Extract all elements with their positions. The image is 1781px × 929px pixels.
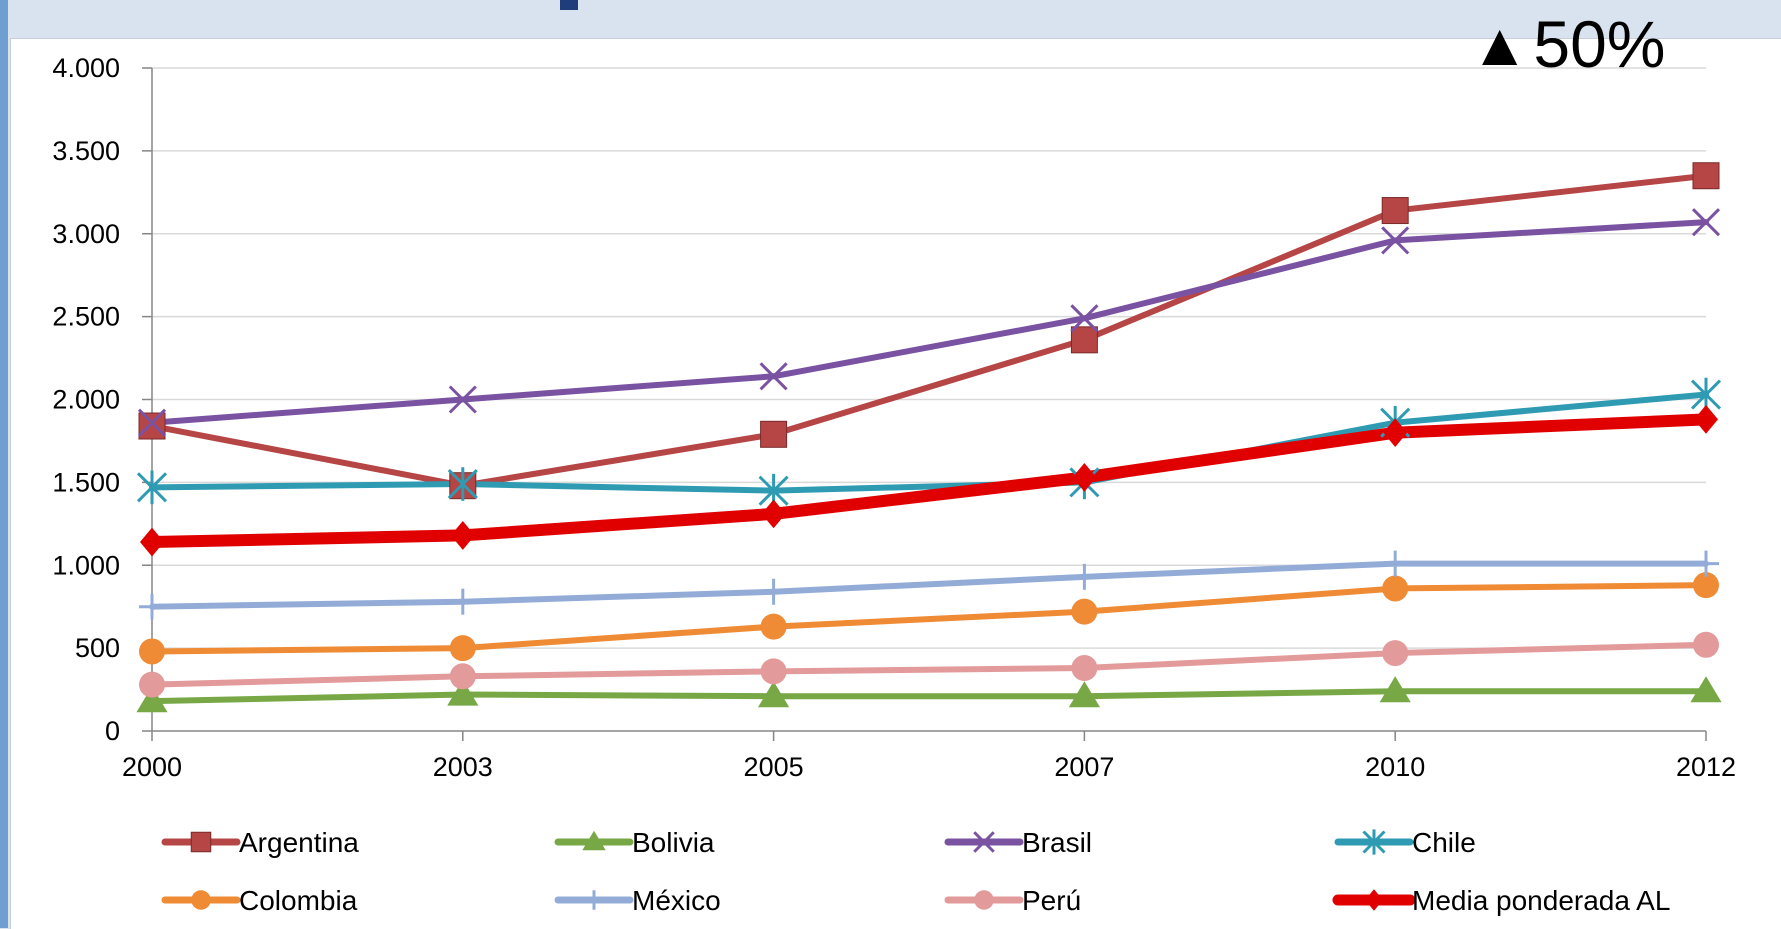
marker-diamond bbox=[762, 499, 786, 528]
legend-item: Colombia bbox=[165, 885, 358, 916]
marker-plus bbox=[1693, 551, 1719, 577]
series-line bbox=[152, 691, 1706, 701]
legend: Argentina Bolivia Brasil Chile Colombia Méxic… bbox=[165, 827, 1670, 916]
x-tick-label: 2010 bbox=[1365, 752, 1425, 782]
marker-diamond bbox=[451, 521, 475, 550]
y-tick-label: 3.500 bbox=[52, 136, 120, 166]
legend-label: Perú bbox=[1022, 885, 1081, 916]
legend-label: Chile bbox=[1412, 827, 1476, 858]
marker-circle bbox=[450, 635, 476, 661]
marker-circle bbox=[139, 638, 165, 664]
legend-label: Colombia bbox=[239, 885, 358, 916]
y-tick-label: 0 bbox=[105, 716, 120, 746]
legend-label: Bolivia bbox=[632, 827, 715, 858]
x-tick-label: 2000 bbox=[122, 752, 182, 782]
legend-item: México bbox=[558, 885, 721, 916]
series-line bbox=[152, 222, 1706, 423]
series-line bbox=[152, 419, 1706, 542]
marker-circle bbox=[1693, 632, 1719, 658]
legend-item: Bolivia bbox=[558, 827, 715, 858]
legend-label: Brasil bbox=[1022, 827, 1092, 858]
marker-square bbox=[1071, 327, 1097, 353]
marker-square bbox=[139, 413, 165, 439]
y-tick-label: 1.500 bbox=[52, 467, 120, 497]
growth-annotation: ▲ 50% bbox=[1470, 4, 1666, 84]
series-line bbox=[152, 395, 1706, 491]
marker-plus bbox=[139, 594, 165, 620]
marker-plus bbox=[1382, 551, 1408, 577]
marker-diamond bbox=[1694, 405, 1718, 434]
x-tick-label: 2005 bbox=[744, 752, 804, 782]
legend-item: Chile bbox=[1338, 827, 1476, 858]
legend-item: Argentina bbox=[165, 827, 359, 858]
x-tick-label: 2012 bbox=[1676, 752, 1736, 782]
marker-circle bbox=[761, 658, 787, 684]
marker-circle bbox=[974, 890, 994, 910]
marker-circle bbox=[1382, 575, 1408, 601]
marker-diamond bbox=[1365, 889, 1383, 911]
marker-circle bbox=[1382, 640, 1408, 666]
x-tick-label: 2003 bbox=[433, 752, 493, 782]
marker-plus bbox=[761, 579, 787, 605]
marker-circle bbox=[450, 663, 476, 689]
marker-plus bbox=[450, 589, 476, 615]
marker-square bbox=[191, 832, 211, 852]
marker-square bbox=[761, 421, 787, 447]
marker-circle bbox=[1071, 599, 1097, 625]
up-triangle-icon: ▲ bbox=[1470, 10, 1529, 79]
marker-circle bbox=[761, 614, 787, 640]
legend-item: Media ponderada AL bbox=[1338, 885, 1670, 916]
y-tick-label: 2.000 bbox=[52, 385, 120, 415]
y-tick-label: 500 bbox=[75, 633, 120, 663]
marker-circle bbox=[139, 672, 165, 698]
growth-annotation-value: 50% bbox=[1533, 6, 1665, 82]
marker-diamond bbox=[140, 528, 164, 557]
legend-label: México bbox=[632, 885, 721, 916]
series-lines bbox=[152, 176, 1706, 701]
marker-square bbox=[1693, 163, 1719, 189]
marker-circle bbox=[191, 890, 211, 910]
y-tick-label: 2.500 bbox=[52, 302, 120, 332]
series-markers bbox=[136, 163, 1721, 712]
series-line bbox=[152, 585, 1706, 651]
x-tick-label: 2007 bbox=[1054, 752, 1114, 782]
marker-plus bbox=[1071, 564, 1097, 590]
legend-label: Media ponderada AL bbox=[1412, 885, 1670, 916]
marker-plus bbox=[584, 890, 604, 910]
y-tick-label: 1.000 bbox=[52, 550, 120, 580]
series-line bbox=[152, 176, 1706, 486]
y-tick-label: 3.000 bbox=[52, 219, 120, 249]
marker-diamond bbox=[1072, 463, 1096, 492]
legend-label: Argentina bbox=[239, 827, 359, 858]
marker-circle bbox=[1071, 655, 1097, 681]
y-tick-label: 4.000 bbox=[52, 53, 120, 83]
legend-item: Perú bbox=[948, 885, 1081, 916]
legend-item: Brasil bbox=[948, 827, 1092, 858]
marker-square bbox=[1382, 198, 1408, 224]
